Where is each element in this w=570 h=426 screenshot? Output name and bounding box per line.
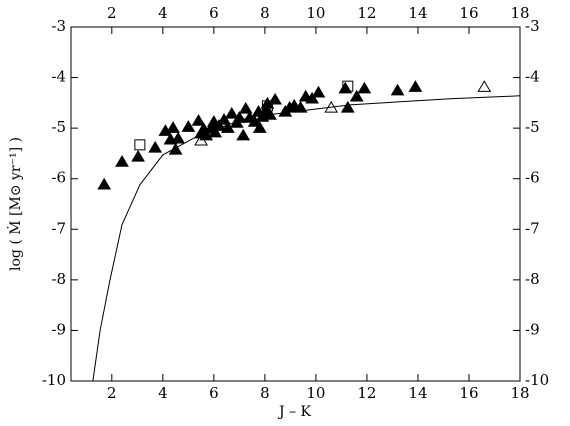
y-tick-label-right: -9: [525, 320, 540, 338]
x-tick-label: 4: [158, 384, 168, 402]
y-tick-label-right: -3: [525, 17, 540, 35]
square-marker: [261, 100, 273, 112]
x-tick-label: 12: [357, 384, 376, 402]
x-tick-label: 16: [459, 384, 478, 402]
y-axis-label: log ( Ṁ [M⊙ yr⁻¹] ): [6, 137, 24, 271]
x-tick-label-top: 4: [158, 4, 168, 22]
triangle-marker: [212, 119, 226, 131]
y-tick-label-right: -5: [525, 118, 540, 136]
triangle-marker: [324, 100, 339, 113]
y-tick-label: -7: [51, 219, 66, 237]
triangle-marker: [263, 108, 277, 120]
plot-frame: [70, 26, 521, 382]
y-tick-label: -3: [51, 17, 66, 35]
x-axis-label: J – K: [277, 404, 312, 420]
triangle-marker: [390, 83, 405, 96]
x-tick-label-top: 14: [408, 4, 427, 22]
x-tick-label: 14: [408, 384, 427, 402]
triangle-marker: [349, 89, 364, 102]
x-tick-label-top: 6: [209, 4, 219, 22]
x-tick-label-top: 18: [510, 4, 529, 22]
x-tick-label: 10: [306, 384, 325, 402]
triangle-marker: [181, 120, 196, 132]
x-tick-label-top: 2: [107, 4, 117, 22]
y-tick-label: -8: [51, 270, 66, 288]
triangle-marker: [168, 142, 183, 155]
triangle-marker: [236, 128, 251, 141]
triangle-marker: [340, 100, 355, 113]
x-tick-label-top: 16: [459, 4, 478, 22]
x-tick-label-top: 10: [306, 4, 325, 22]
triangle-marker: [232, 111, 247, 123]
triangle-marker: [191, 114, 206, 126]
y-tick-label-right: -6: [525, 169, 540, 187]
triangle-marker: [208, 125, 223, 138]
y-tick-label: -10: [42, 371, 66, 389]
y-tick-label-right: -4: [525, 68, 540, 86]
x-tick-label: 18: [510, 384, 529, 402]
square-marker: [134, 139, 146, 151]
y-tick-label: -4: [51, 68, 66, 86]
triangle-marker: [171, 131, 186, 144]
triangle-marker: [477, 80, 492, 92]
triangle-marker: [408, 80, 423, 92]
fit-curve: [92, 95, 521, 382]
triangle-marker: [293, 100, 308, 113]
triangle-marker: [166, 121, 180, 133]
x-tick-label: 6: [209, 384, 219, 402]
triangle-marker: [148, 140, 163, 153]
triangle-marker: [238, 101, 253, 114]
y-tick-label-right: -7: [525, 219, 540, 237]
triangle-marker: [252, 121, 267, 133]
x-tick-label-top: 8: [260, 4, 270, 22]
triangle-marker: [357, 81, 372, 94]
triangle-marker: [115, 155, 129, 167]
triangle-marker: [224, 106, 239, 119]
triangle-marker: [311, 85, 326, 98]
y-tick-label-right: -8: [525, 270, 540, 288]
square-marker: [342, 80, 354, 92]
triangle-marker: [305, 91, 319, 104]
y-tick-label-right: -10: [525, 371, 549, 389]
x-tick-label: 8: [260, 384, 270, 402]
x-tick-label: 2: [107, 384, 117, 402]
y-tick-label: -5: [51, 118, 66, 136]
triangle-marker: [131, 149, 145, 162]
y-tick-label: -6: [51, 169, 66, 187]
triangle-marker: [338, 81, 353, 94]
x-tick-label-top: 12: [357, 4, 376, 22]
triangle-marker: [268, 92, 282, 105]
y-tick-label: -9: [51, 320, 66, 338]
triangle-marker: [194, 133, 208, 146]
triangle-marker: [97, 177, 112, 190]
triangle-marker: [217, 113, 231, 125]
